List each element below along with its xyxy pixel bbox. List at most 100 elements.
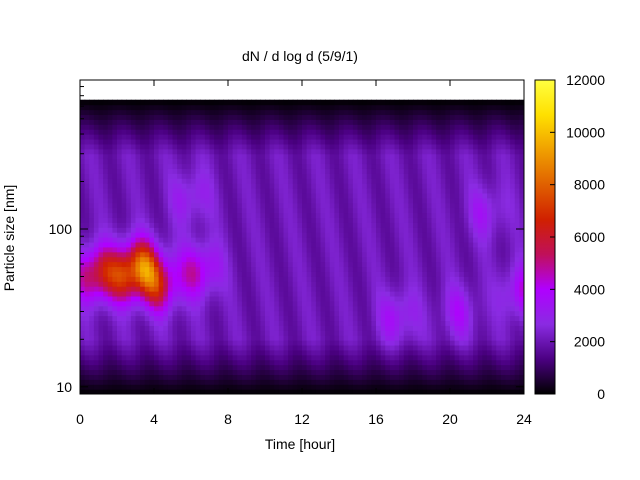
heatmap-cell <box>251 389 257 394</box>
heatmap-cell <box>237 158 243 165</box>
heatmap-cell <box>302 364 308 371</box>
heatmap-cell <box>371 295 377 302</box>
heatmap-cell <box>228 281 234 287</box>
heatmap-cell <box>89 134 95 140</box>
heatmap-cell <box>422 222 428 228</box>
heatmap-cell <box>357 153 363 160</box>
heatmap-cell <box>366 241 372 248</box>
heatmap-cell <box>121 354 127 361</box>
heatmap-cell <box>325 237 331 243</box>
heatmap-cell <box>260 173 266 179</box>
heatmap-cell <box>214 124 220 130</box>
heatmap-cell <box>408 364 414 371</box>
heatmap-cell <box>112 320 118 326</box>
heatmap-cell <box>269 295 275 302</box>
heatmap-cell <box>352 290 359 297</box>
heatmap-cell <box>154 237 160 243</box>
heatmap-cell <box>431 276 437 282</box>
heatmap-cell <box>417 241 423 248</box>
heatmap-cell <box>297 173 303 179</box>
heatmap-cell <box>103 227 109 233</box>
heatmap-cell <box>121 178 127 184</box>
heatmap-cell <box>431 389 437 394</box>
heatmap-cell <box>223 369 229 375</box>
heatmap-cell <box>237 134 243 140</box>
heatmap-cell <box>302 330 308 336</box>
heatmap-cell <box>431 158 437 165</box>
heatmap-cell <box>459 325 465 331</box>
heatmap-cell <box>283 134 289 140</box>
heatmap-cell <box>200 173 206 179</box>
heatmap-cell <box>130 305 137 312</box>
heatmap-cell <box>135 295 141 302</box>
heatmap-cell <box>117 187 123 194</box>
heatmap-cell <box>214 325 220 331</box>
heatmap-cell <box>167 286 174 292</box>
heatmap-cell <box>292 232 298 238</box>
heatmap-cell <box>200 163 206 169</box>
heatmap-cell <box>385 109 391 116</box>
heatmap-cell <box>117 202 123 209</box>
heatmap-cell <box>172 241 178 248</box>
heatmap-cell <box>463 374 470 380</box>
heatmap-cell <box>315 261 322 268</box>
heatmap-cell <box>154 114 160 120</box>
heatmap-cell <box>376 158 382 165</box>
heatmap-cell <box>209 305 215 312</box>
heatmap-cell <box>403 305 409 312</box>
heatmap-cell <box>163 241 169 248</box>
heatmap-cell <box>228 227 234 233</box>
heatmap-cell <box>380 364 386 371</box>
heatmap-cell <box>246 359 252 366</box>
heatmap-cell <box>292 104 298 111</box>
heatmap-cell <box>426 217 433 223</box>
heatmap-cell <box>93 187 100 194</box>
heatmap-cell <box>297 354 303 361</box>
heatmap-cell <box>246 320 252 326</box>
heatmap-cell <box>209 325 215 331</box>
heatmap-cell <box>103 251 109 258</box>
heatmap-cell <box>454 320 460 326</box>
heatmap-cell <box>334 232 340 238</box>
heatmap-cell <box>431 359 437 366</box>
heatmap-cell <box>103 158 109 165</box>
heatmap-cell <box>204 173 211 179</box>
heatmap-cell <box>135 237 141 243</box>
heatmap-cell <box>218 153 224 160</box>
heatmap-cell <box>126 320 132 326</box>
heatmap-cell <box>274 217 280 223</box>
heatmap-cell <box>232 286 238 292</box>
heatmap-cell <box>376 114 382 120</box>
heatmap-cell <box>445 232 451 238</box>
heatmap-cell <box>348 207 354 214</box>
heatmap-cell <box>255 178 261 184</box>
heatmap-cell <box>200 315 206 322</box>
heatmap-cell <box>297 325 303 331</box>
heatmap-cell <box>181 114 187 120</box>
heatmap-cell <box>228 104 234 111</box>
heatmap-cell <box>140 320 146 326</box>
heatmap-cell <box>348 310 354 317</box>
heatmap-cell <box>80 320 86 326</box>
heatmap-cell <box>204 335 211 341</box>
heatmap-cell <box>362 300 368 307</box>
heatmap-cell <box>204 124 211 130</box>
heatmap-cell <box>209 261 215 268</box>
heatmap-cell <box>274 212 280 219</box>
heatmap-cell <box>366 163 372 169</box>
heatmap-cell <box>84 241 90 248</box>
heatmap-cell <box>246 364 252 371</box>
heatmap-cell <box>399 384 405 390</box>
heatmap-cell <box>394 138 400 145</box>
heatmap-cell <box>265 104 271 111</box>
heatmap-cell <box>408 340 414 346</box>
heatmap-cell <box>422 271 428 277</box>
heatmap-cell <box>172 173 178 179</box>
heatmap-cell <box>445 148 451 155</box>
heatmap-cell <box>181 374 187 380</box>
heatmap-cell <box>417 227 423 233</box>
heatmap-cell <box>417 104 423 111</box>
heatmap-cell <box>352 325 359 331</box>
heatmap-cell <box>158 290 164 297</box>
heatmap-cell <box>251 310 257 317</box>
